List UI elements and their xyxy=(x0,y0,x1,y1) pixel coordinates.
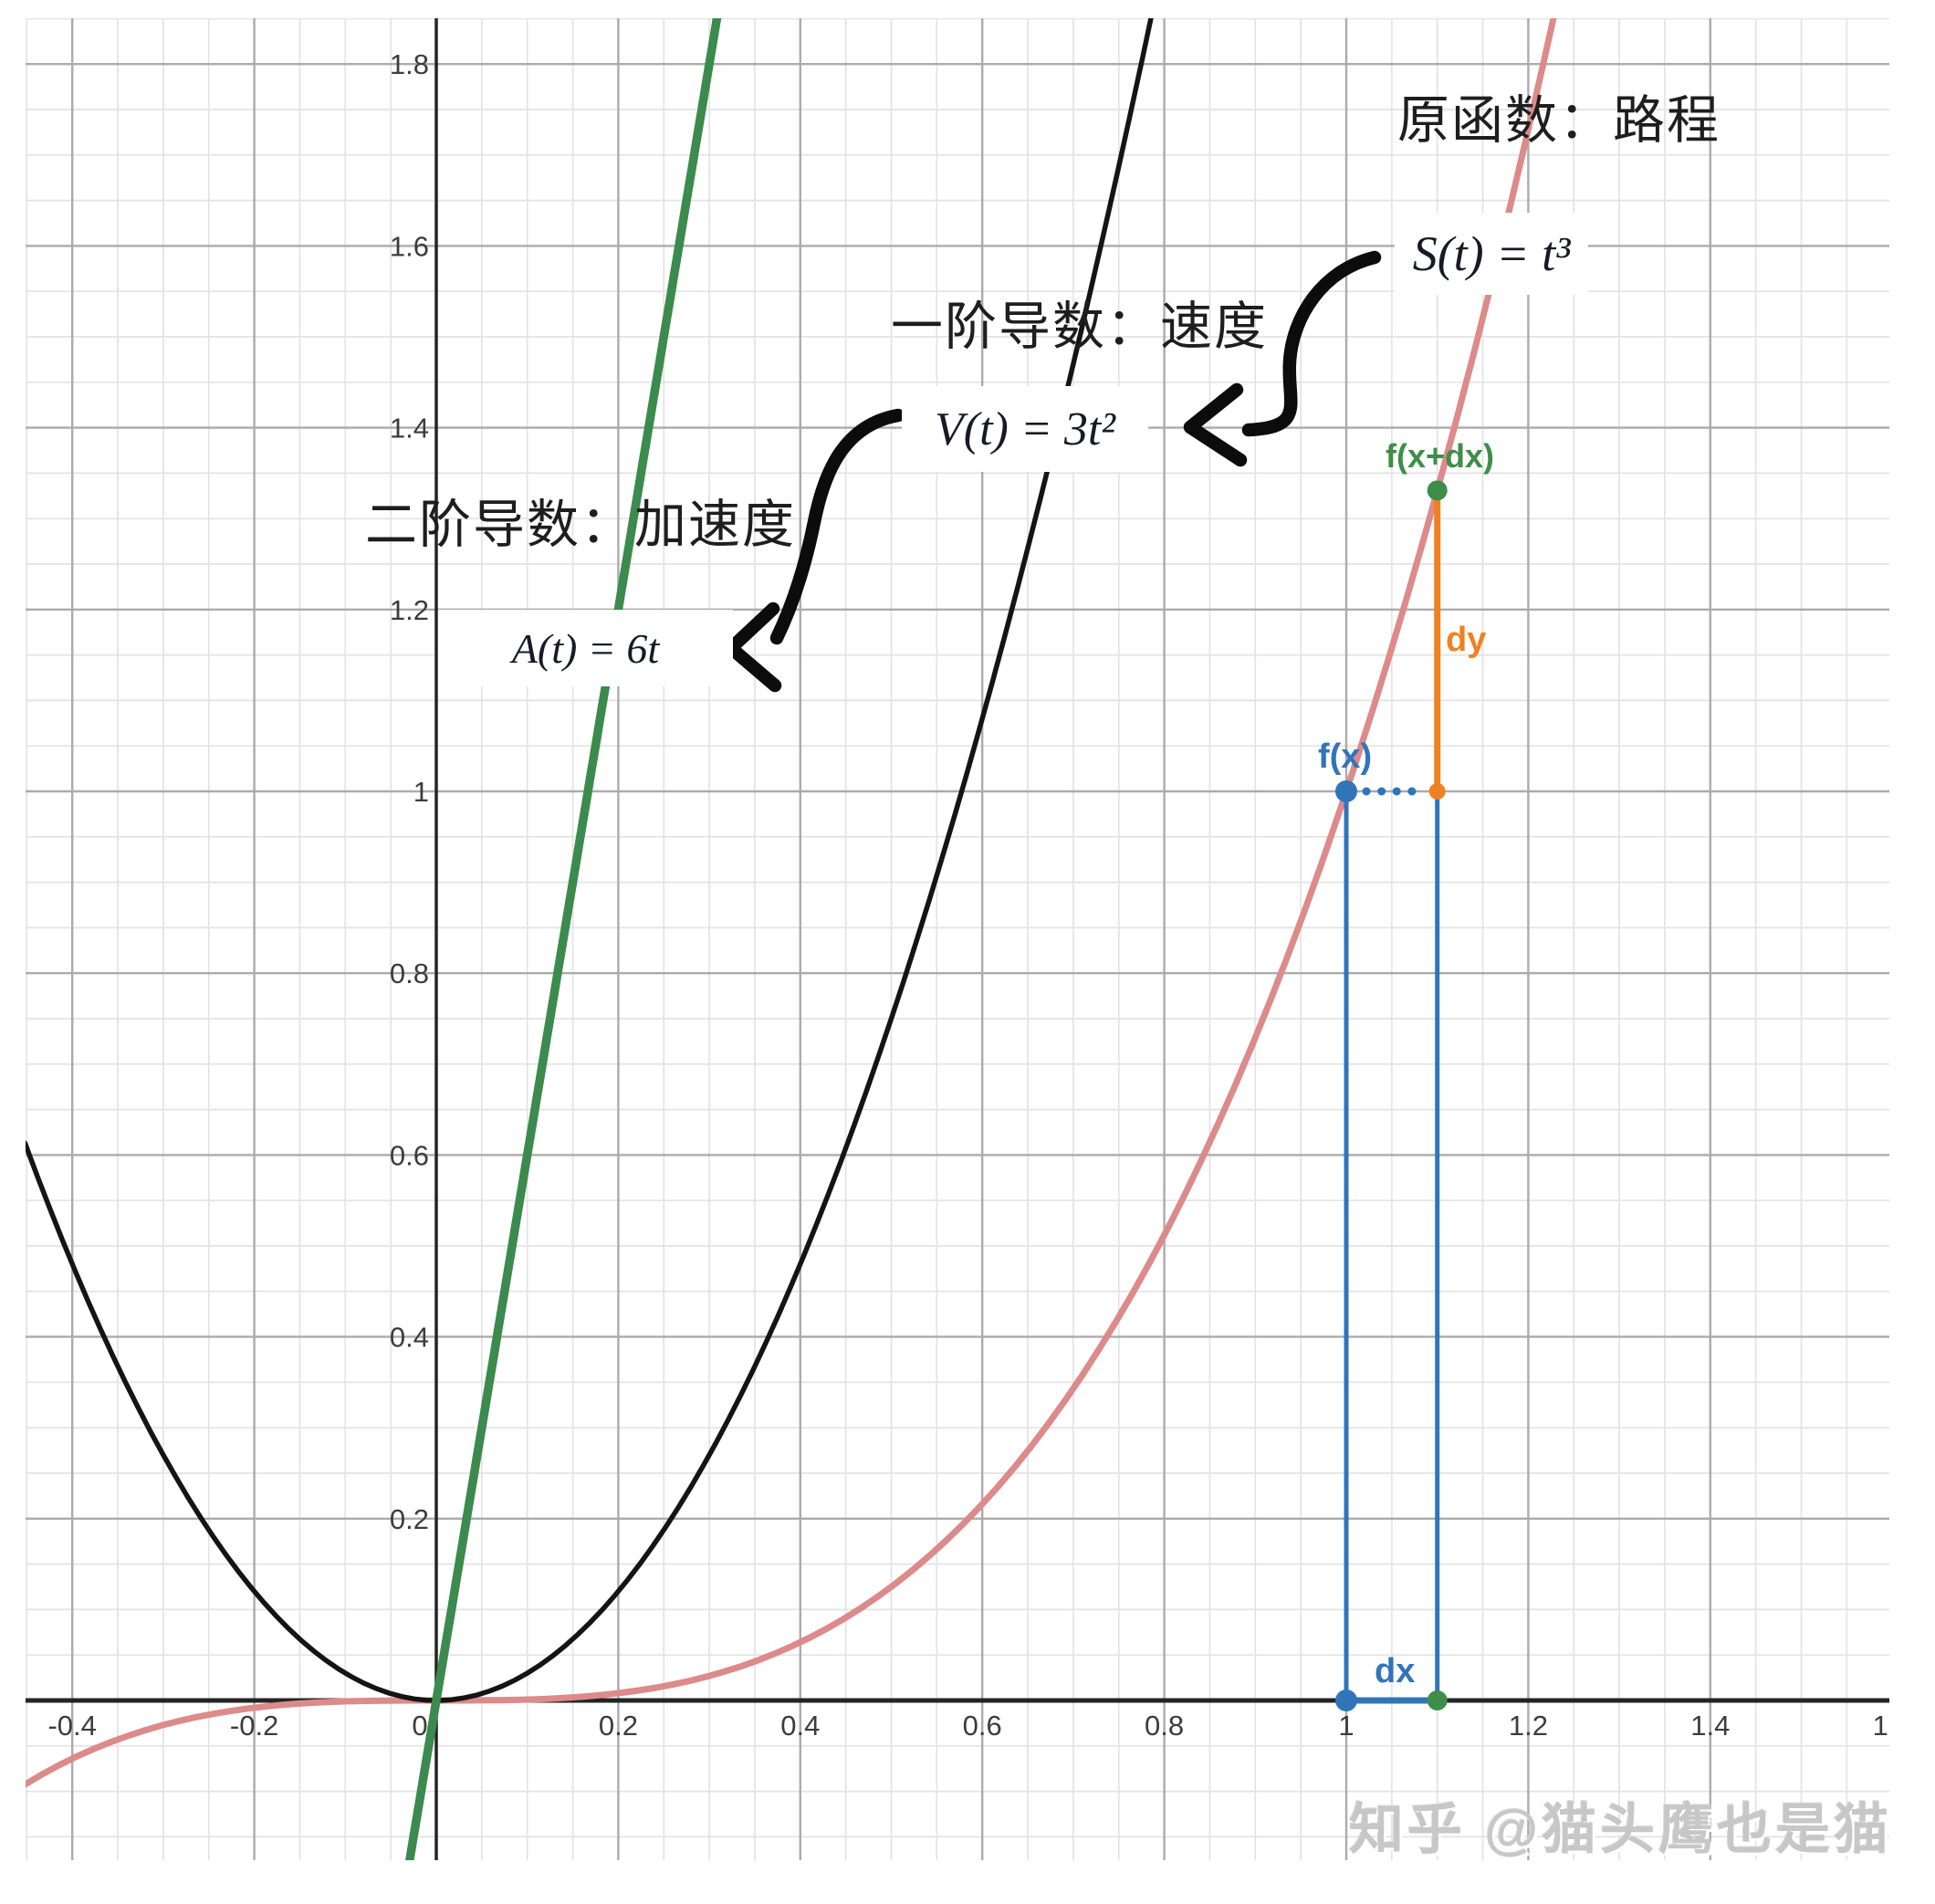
curve-v xyxy=(26,18,1154,1703)
y-tick-label: 0.4 xyxy=(390,1322,429,1354)
x-tick-label: 1.6 xyxy=(1873,1710,1912,1742)
grid-major xyxy=(26,18,1889,1860)
x-tick-label: 0 xyxy=(412,1710,427,1742)
curve-a xyxy=(405,18,722,1860)
watermark: 知乎 @猫头鹰也是猫 xyxy=(1349,1799,1893,1860)
point-x1-axis xyxy=(1427,1690,1448,1710)
arrow-s-to-v xyxy=(1241,250,1382,437)
x-tick-label: 0.6 xyxy=(963,1710,1002,1742)
arrow-v-to-a-head xyxy=(724,602,782,693)
y-tick-label: 0.6 xyxy=(390,1139,429,1171)
second-derivative-label: 二阶导数：加速度 xyxy=(365,496,796,554)
point-fx xyxy=(1335,780,1357,802)
x-tick-label: -0.4 xyxy=(47,1710,96,1742)
v-formula-box: V(t) = 3t² xyxy=(902,386,1148,472)
arrow-v-to-a xyxy=(769,408,905,645)
f-x-plus-dx-label: f(x+dx) xyxy=(1386,437,1495,475)
y-tick-label: 1.6 xyxy=(390,230,429,262)
x-tick-label: 1.4 xyxy=(1690,1710,1730,1742)
plot-area xyxy=(26,18,1889,1860)
x-tick-label: 0.2 xyxy=(599,1710,638,1742)
y-tick-label: 1.2 xyxy=(390,594,429,626)
y-tick-label: 1.4 xyxy=(390,413,429,445)
y-tick-label: 1.8 xyxy=(390,48,429,80)
y-tick-label: 1 xyxy=(413,776,429,808)
point-fx-plus-dx xyxy=(1427,480,1448,501)
a-formula: A(t) = 6t xyxy=(511,624,660,672)
original-function-label: 原函数：路程 xyxy=(1397,91,1721,150)
dx-label: dx xyxy=(1375,1652,1416,1690)
f-x-label: f(x) xyxy=(1318,738,1373,776)
x-tick-label: 0.4 xyxy=(780,1710,820,1742)
y-tick-label: 0.2 xyxy=(390,1503,429,1535)
arrow-s-to-v-head xyxy=(1183,382,1248,467)
s-formula: S(t) = t³ xyxy=(1412,226,1571,281)
point-dy-base xyxy=(1428,783,1446,800)
v-formula: V(t) = 3t² xyxy=(935,403,1115,455)
grid-minor xyxy=(26,18,1889,1860)
first-derivative-label: 一阶导数：速度 xyxy=(891,298,1268,356)
a-formula-box: A(t) = 6t xyxy=(438,610,733,686)
x-tick-label: -0.2 xyxy=(230,1710,278,1742)
derivative-construction xyxy=(1335,480,1448,1711)
dy-label: dy xyxy=(1446,621,1487,659)
y-tick-label: 0.8 xyxy=(390,957,429,989)
x-tick-label: 0.8 xyxy=(1145,1710,1184,1742)
s-formula-box: S(t) = t³ xyxy=(1395,213,1588,295)
point-x0-axis xyxy=(1335,1690,1357,1711)
x-tick-label: 1.2 xyxy=(1509,1710,1548,1742)
curve-s xyxy=(26,18,1557,1788)
x-tick-label: 1 xyxy=(1338,1710,1354,1742)
tick-labels: -0.4 -0.2 0 0.2 0.4 0.6 0.8 1 1.2 1.4 1.6 0.2 0.4 0.6… xyxy=(47,48,1912,1742)
